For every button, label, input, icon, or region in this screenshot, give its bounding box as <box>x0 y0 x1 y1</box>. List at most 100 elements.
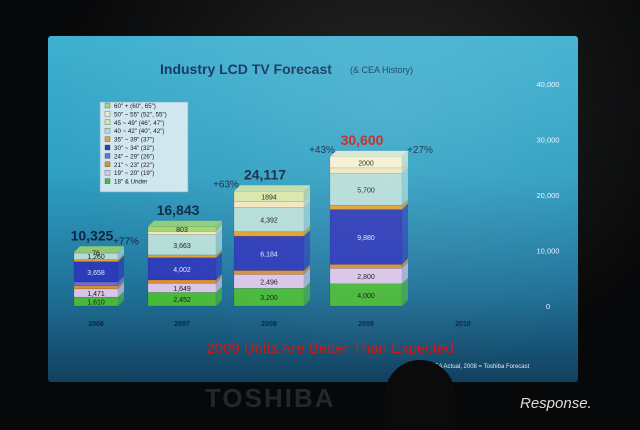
bar-total-label: 10,325 <box>71 227 114 243</box>
bar-segment-side <box>216 286 222 306</box>
segment-value-label: 2000 <box>358 160 374 167</box>
bar-segment <box>233 270 305 275</box>
y-tick-label: 10,000 <box>537 247 560 256</box>
bar-segment-side <box>118 246 124 253</box>
bar-segment <box>73 285 119 290</box>
bar-segment-side <box>216 277 222 293</box>
watermark-logo: Response. <box>520 395 592 412</box>
bar-segment-side <box>216 228 222 255</box>
segment-value-label: 1,649 <box>173 286 191 293</box>
legend-swatch <box>104 153 111 159</box>
presenter-silhouette <box>385 360 455 430</box>
legend-swatch <box>104 144 111 151</box>
bar-segment <box>233 231 305 237</box>
segment-value-label: 6,184 <box>260 251 278 258</box>
bar-segment-side <box>402 167 408 206</box>
bar-segment-side <box>402 262 408 284</box>
segment-value-label: 3,658 <box>87 270 105 277</box>
bar-segment <box>147 279 217 284</box>
legend-box <box>99 101 189 193</box>
segment-value-label: 4,002 <box>173 267 191 274</box>
x-tick-label: 2009 <box>358 321 374 328</box>
segment-value-label: 2,800 <box>357 274 375 281</box>
bar-segment <box>329 209 403 265</box>
bar-segment-side <box>402 203 408 265</box>
bar-segment-side <box>216 220 222 232</box>
bar-segment-side <box>402 150 408 168</box>
bar-segment <box>329 264 403 269</box>
bar-segment-side <box>118 253 124 262</box>
bar-segment <box>233 201 305 208</box>
segment-value-label: 2,452 <box>173 297 191 304</box>
x-tick-label: 2008 <box>261 321 277 328</box>
legend-entry: 40 ~ 42" (40", 42") <box>114 128 164 135</box>
legend-entry: 19" ~ 20" (19") <box>114 170 154 177</box>
segment-value-label: 1,471 <box>87 291 105 298</box>
bar-segment-side <box>402 258 408 269</box>
y-tick-label: 20,000 <box>537 191 560 200</box>
segment-value-label: 9,880 <box>357 235 375 242</box>
bar-segment <box>73 281 119 287</box>
legend: 60" + (60", 65")50" ~ 55" (52", 55") 45 ~… <box>99 101 189 193</box>
legend-swatch <box>104 178 111 184</box>
bar-segment-side <box>216 248 222 258</box>
bar-segment-side <box>402 161 408 174</box>
bar-top-face <box>74 246 124 253</box>
bar-segment-side <box>118 275 124 286</box>
bar-segment-side <box>216 273 222 284</box>
bars <box>73 150 408 307</box>
bar-segment-side <box>304 225 310 237</box>
legend-entry: 45 ~ 49" (46", 47") <box>114 120 164 127</box>
legend-entry: 24" ~ 29" (26") <box>114 153 154 160</box>
y-tick-label: 40,000 <box>537 80 560 89</box>
bar-segment-side <box>118 255 124 282</box>
bar-segment-side <box>216 251 222 280</box>
stacked-bar-chart: Industry LCD TV Forecast (& CEA History)… <box>71 61 560 328</box>
growth-label: +77% <box>113 236 139 247</box>
bar-segment <box>233 207 305 232</box>
bar-segment <box>329 167 403 174</box>
chart-title: Industry LCD TV Forecast <box>160 61 332 77</box>
growth-label: +43% <box>309 145 335 156</box>
segment-value-label: 1,610 <box>87 300 105 307</box>
growth-label: +27% <box>407 145 433 156</box>
bar-segment-side <box>118 279 124 289</box>
segment-value-label: 803 <box>176 227 188 234</box>
segment-value-label: 1894 <box>261 195 277 202</box>
segment-value-label: 76 <box>92 251 100 258</box>
chart-subtitle: (& CEA History) <box>350 65 413 75</box>
bar-segment-side <box>304 268 310 289</box>
legend-swatch <box>104 102 111 109</box>
bar-segment-side <box>304 195 310 208</box>
x-tick-label: 2006 <box>88 321 104 328</box>
bar-segment-side <box>304 185 310 202</box>
bar-segment <box>233 235 305 271</box>
bar-segment-side <box>118 291 124 306</box>
bar-segment <box>329 173 403 206</box>
x-tick-label: 2007 <box>174 321 190 328</box>
y-axis: 0 10,000 20,000 30,000 40,000 <box>537 80 560 311</box>
slide-headline: 2009 Units Are Better Than Expected <box>206 340 454 357</box>
legend-entry: 30" ~ 34" (32") <box>114 145 154 152</box>
bar-segment-side <box>402 277 408 306</box>
segment-value-label: 3,663 <box>173 243 191 250</box>
bar-segment-side <box>216 225 222 235</box>
growth-label: +63% <box>213 179 239 190</box>
y-tick-label: 30,000 <box>537 136 560 145</box>
bar-top-face <box>234 185 310 192</box>
bar-segment-side <box>118 246 124 260</box>
segment-value-label: 4,392 <box>260 218 278 225</box>
legend-entry: 50" ~ 55" (52", 55") <box>114 111 167 118</box>
bar-segment-side <box>402 199 408 210</box>
bar-segment-side <box>304 282 310 306</box>
bar-segment-side <box>118 282 124 298</box>
bar-segment-side <box>304 230 310 271</box>
bar-segment <box>147 254 217 258</box>
legend-swatch <box>104 136 111 142</box>
segment-value-label: 3,200 <box>260 295 278 302</box>
segment-value-label: 5,700 <box>357 187 375 194</box>
brand-logo: TOSHIBA <box>205 383 336 413</box>
bar-total-label: 16,843 <box>157 202 200 218</box>
bar-segment-side <box>304 201 310 232</box>
